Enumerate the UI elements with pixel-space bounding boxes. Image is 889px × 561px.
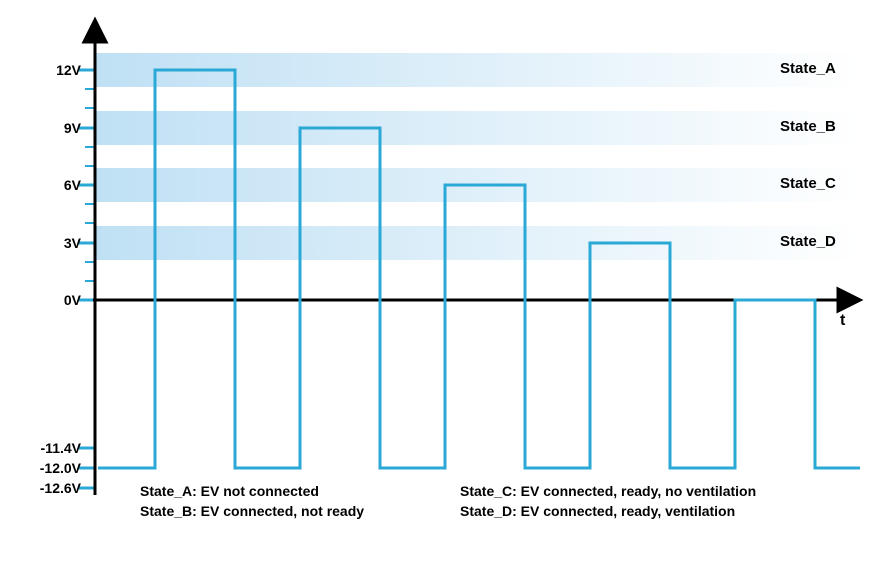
state-band-label: State_D: [780, 233, 836, 250]
legend-item: State_D: EV connected, ready, ventilatio…: [460, 503, 735, 519]
y-tick-label: 12V: [21, 62, 81, 78]
waveform-diagram: [0, 0, 889, 561]
x-axis-label: t: [840, 312, 845, 330]
legend-item: State_A: EV not connected: [140, 483, 319, 499]
y-tick-label: -12.6V: [21, 480, 81, 496]
y-tick-label: 0V: [21, 292, 81, 308]
legend-item: State_B: EV connected, not ready: [140, 503, 364, 519]
y-tick-label: 9V: [21, 120, 81, 136]
state-band-label: State_A: [780, 60, 836, 77]
y-tick-label: 6V: [21, 177, 81, 193]
y-tick-label: 3V: [21, 235, 81, 251]
y-tick-label: -11.4V: [21, 440, 81, 456]
chart-container: 12V 9V 6V 3V 0V -11.4V -12.0V -12.6V t State_A Sta…: [0, 0, 889, 561]
state-band-label: State_C: [780, 175, 836, 192]
state-band-label: State_B: [780, 118, 836, 135]
legend-item: State_C: EV connected, ready, no ventila…: [460, 483, 756, 499]
y-tick-label: -12.0V: [21, 460, 81, 476]
